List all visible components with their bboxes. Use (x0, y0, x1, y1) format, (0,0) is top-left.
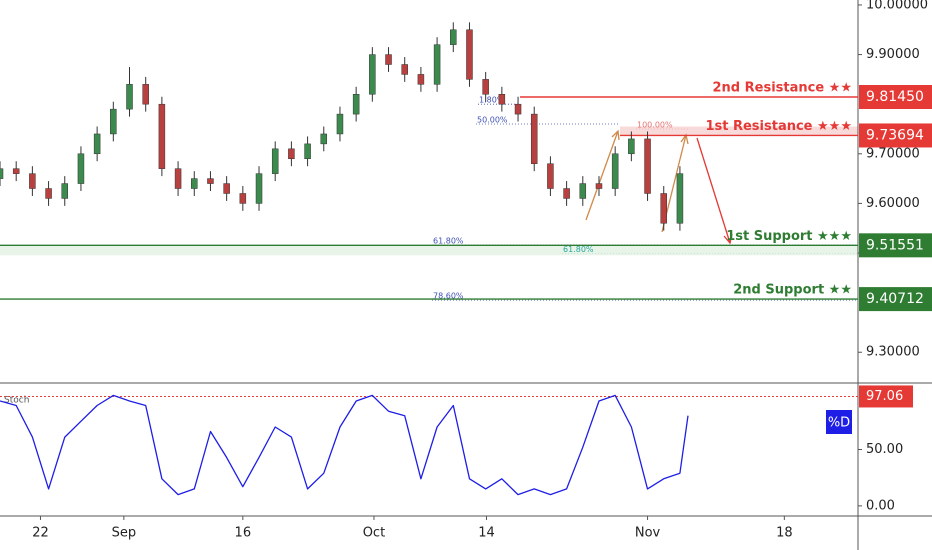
candle-body (514, 103, 522, 115)
y-tick-label: 9.70000 (866, 146, 920, 161)
candle-body (239, 193, 247, 204)
candle-body (352, 94, 360, 115)
legend-text: %D (828, 416, 850, 431)
fib-label: 100.00% (637, 120, 673, 129)
fib-label: 1.80% (479, 96, 505, 105)
candle-body (433, 44, 441, 85)
x-tick-label: Oct (363, 526, 385, 541)
candle-body (45, 188, 52, 199)
x-tick-label: 16 (235, 526, 252, 541)
level-zone (0, 245, 858, 256)
candle-body (207, 178, 214, 184)
stoch-level-value: 97.06 (866, 389, 903, 404)
level-value: 9.81450 (866, 89, 924, 105)
candle-body (482, 79, 489, 95)
level-label: 1st Resistance ★★★ (705, 119, 852, 134)
fib-label: 61.80% (563, 245, 594, 254)
candle-body (12, 168, 20, 174)
candle-body (595, 183, 603, 189)
stoch-tick-label: 50.00 (866, 442, 903, 457)
candle-body (628, 138, 635, 155)
candle-body (223, 183, 230, 194)
candle-body (401, 64, 408, 75)
candle-body (563, 188, 570, 199)
candle-body (320, 133, 328, 145)
level-value: 9.51551 (866, 237, 924, 253)
candle-body (644, 138, 651, 194)
candle-body (271, 148, 279, 174)
fib-label: 61.80% (433, 237, 464, 246)
level-badge (859, 84, 932, 109)
candle-body (547, 163, 554, 189)
stoch-tick-label: 0.00 (866, 498, 895, 513)
candle-body (0, 168, 4, 179)
level-zone (620, 126, 858, 136)
candle-body (255, 173, 263, 204)
candle-body (579, 183, 587, 199)
arrow-head (723, 233, 733, 245)
level-label: 1st Support ★★★ (726, 229, 852, 244)
candle-body (466, 29, 473, 80)
fib-label: 50.00% (477, 116, 508, 125)
x-tick-label: 14 (478, 526, 495, 541)
candle-body (304, 143, 311, 160)
x-tick-label: 22 (32, 526, 49, 541)
candle-body (142, 84, 149, 105)
y-tick-label: 9.60000 (866, 196, 920, 211)
candle-body (110, 108, 117, 135)
level-badge (859, 233, 932, 258)
candle-body (450, 29, 457, 45)
candle-body (61, 183, 69, 199)
candle-body (660, 193, 667, 224)
arrow (585, 130, 619, 221)
legend-badge (826, 410, 852, 434)
x-tick-label: 18 (776, 526, 793, 541)
stoch-title: Stoch (4, 396, 29, 406)
candle-body (126, 84, 133, 110)
candle-body (77, 153, 85, 184)
candle-body (191, 178, 198, 189)
fib-label: 78.60% (433, 292, 464, 301)
candle-body (369, 54, 376, 95)
candle-body (158, 103, 166, 169)
candle-body (29, 173, 36, 189)
candle-body (288, 148, 295, 160)
level-badge (859, 287, 932, 312)
drawing-arrows (585, 129, 733, 245)
level-value: 9.40712 (866, 291, 924, 307)
level-label: 2nd Resistance ★★ (713, 80, 853, 95)
candle-body (498, 94, 506, 105)
level-value: 9.73694 (866, 127, 924, 143)
level-badge (859, 123, 932, 148)
stoch-level-badge (859, 385, 913, 408)
candle-body (174, 168, 182, 189)
candle-body (530, 113, 538, 164)
stoch-line (0, 394, 689, 496)
arrow (696, 137, 731, 244)
candle-body (93, 133, 101, 155)
arrow-head (611, 129, 620, 141)
y-tick-label: 9.30000 (866, 345, 920, 360)
y-tick-label: 9.90000 (866, 47, 920, 62)
y-tick-label: 10.00000 (866, 0, 928, 12)
x-tick-label: Nov (635, 526, 661, 541)
candle-body (611, 153, 619, 189)
candle-body (385, 54, 392, 65)
candle-body (676, 173, 684, 224)
x-tick-label: Sep (112, 526, 137, 541)
stoch-legend: %D (826, 410, 852, 434)
candle-body (417, 74, 425, 85)
candle-body (336, 113, 344, 135)
level-label: 2nd Support ★★ (733, 283, 852, 298)
